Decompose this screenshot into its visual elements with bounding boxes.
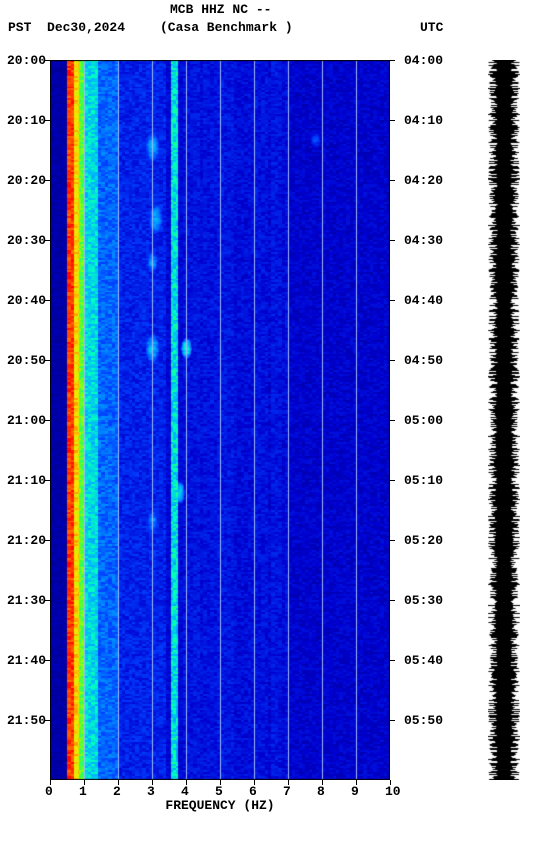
x-tick-label: 3 [147,784,155,799]
y-tick-mark [390,180,395,181]
x-tick-label: 2 [113,784,121,799]
x-tick-mark [186,780,187,785]
y-tick-mark [45,480,50,481]
y-tick-label-left: 21:30 [7,593,46,608]
y-tick-label-right: 04:30 [404,233,443,248]
y-tick-label-right: 05:10 [404,473,443,488]
y-tick-mark [45,240,50,241]
y-tick-mark [390,600,395,601]
x-tick-mark [288,780,289,785]
y-tick-mark [45,60,50,61]
station-code: MCB HHZ NC -- [170,2,271,17]
y-tick-mark [45,300,50,301]
y-tick-label-left: 20:50 [7,353,46,368]
x-tick-label: 5 [215,784,223,799]
left-timezone-date: PST Dec30,2024 [8,20,125,35]
x-tick-label: 4 [181,784,189,799]
x-tick-label: 7 [283,784,291,799]
x-tick-mark [220,780,221,785]
y-tick-mark [45,180,50,181]
y-tick-label-left: 20:40 [7,293,46,308]
y-tick-label-right: 04:10 [404,113,443,128]
date: Dec30,2024 [47,20,125,35]
y-tick-mark [45,360,50,361]
y-tick-label-right: 04:50 [404,353,443,368]
y-tick-mark [390,420,395,421]
x-tick-mark [84,780,85,785]
x-tick-label: 10 [385,784,401,799]
tz-right: UTC [420,20,443,35]
y-tick-label-right: 05:40 [404,653,443,668]
x-tick-mark [254,780,255,785]
x-tick-label: 8 [317,784,325,799]
y-tick-label-left: 20:30 [7,233,46,248]
y-tick-mark [45,600,50,601]
y-tick-mark [390,660,395,661]
x-axis-label: FREQUENCY (HZ) [50,798,390,813]
x-tick-label: 0 [45,784,53,799]
y-tick-mark [45,660,50,661]
y-tick-label-left: 20:20 [7,173,46,188]
y-tick-mark [390,480,395,481]
y-tick-label-left: 21:20 [7,533,46,548]
x-tick-mark [322,780,323,785]
tz-left: PST [8,20,31,35]
y-tick-mark [390,720,395,721]
y-tick-label-right: 05:30 [404,593,443,608]
y-tick-label-left: 20:00 [7,53,46,68]
x-tick-mark [356,780,357,785]
y-tick-mark [390,60,395,61]
y-tick-mark [390,120,395,121]
y-tick-mark [390,360,395,361]
spectrogram-plot [50,60,390,780]
chart-header: MCB HHZ NC -- PST Dec30,2024 (Casa Bench… [0,0,552,38]
y-tick-label-right: 04:40 [404,293,443,308]
y-tick-mark [45,420,50,421]
waveform-side-plot [488,60,520,780]
y-tick-label-left: 21:10 [7,473,46,488]
y-tick-label-left: 21:00 [7,413,46,428]
y-tick-label-right: 04:00 [404,53,443,68]
y-tick-label-left: 21:40 [7,653,46,668]
y-tick-label-left: 21:50 [7,713,46,728]
y-tick-label-right: 05:50 [404,713,443,728]
y-tick-label-right: 04:20 [404,173,443,188]
y-tick-mark [45,720,50,721]
x-tick-label: 6 [249,784,257,799]
y-tick-mark [390,300,395,301]
y-tick-label-left: 20:10 [7,113,46,128]
station-name: (Casa Benchmark ) [160,20,293,35]
y-tick-mark [390,240,395,241]
x-tick-mark [152,780,153,785]
x-tick-label: 9 [351,784,359,799]
y-tick-mark [390,540,395,541]
x-tick-mark [390,780,391,785]
x-tick-mark [118,780,119,785]
y-tick-mark [45,120,50,121]
y-tick-label-right: 05:00 [404,413,443,428]
page-root: { "header": { "line1": "MCB HHZ NC --", … [0,0,552,864]
x-tick-mark [50,780,51,785]
x-tick-label: 1 [79,784,87,799]
y-tick-label-right: 05:20 [404,533,443,548]
y-tick-mark [45,540,50,541]
